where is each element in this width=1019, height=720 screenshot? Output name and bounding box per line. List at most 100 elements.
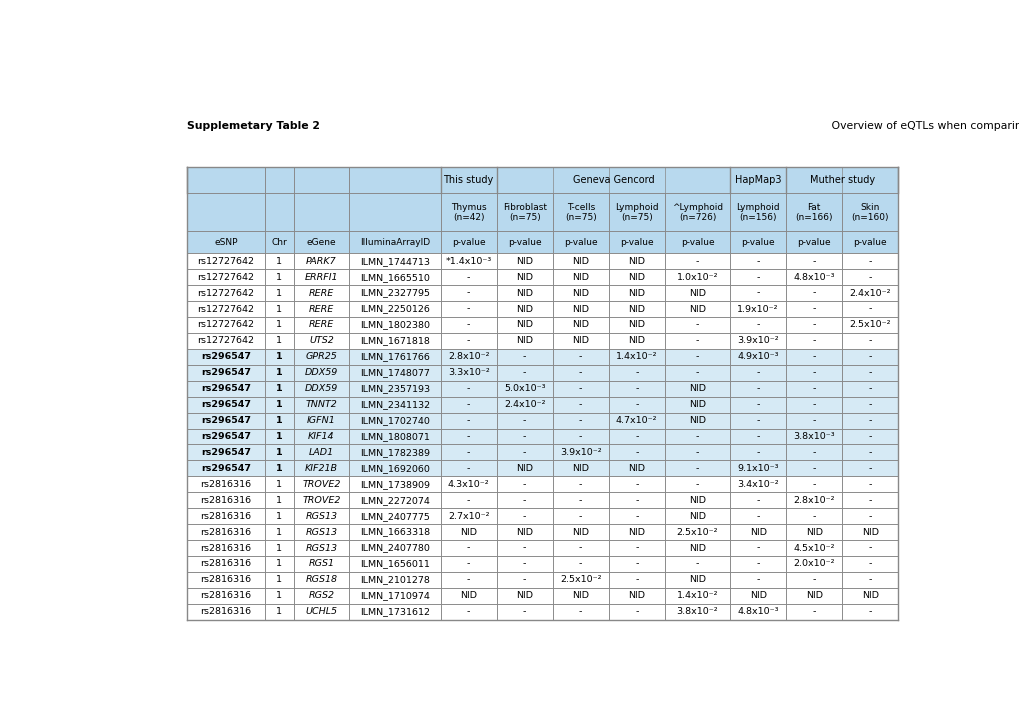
Bar — [664, 588, 730, 604]
Bar — [496, 556, 552, 572]
Bar — [730, 317, 786, 333]
Bar — [552, 365, 608, 381]
Text: -: - — [523, 480, 526, 489]
Bar — [496, 381, 552, 397]
Bar — [552, 349, 608, 365]
Bar — [608, 428, 664, 444]
Text: -: - — [635, 384, 638, 393]
Text: -: - — [579, 416, 582, 425]
Bar — [265, 231, 293, 253]
Bar — [608, 317, 664, 333]
Bar — [552, 333, 608, 349]
Text: p-value: p-value — [680, 238, 713, 247]
Bar — [293, 428, 348, 444]
Bar — [348, 604, 440, 620]
Bar — [186, 333, 265, 349]
Bar — [608, 540, 664, 556]
Bar — [842, 253, 898, 269]
Bar — [786, 397, 842, 413]
Bar — [786, 285, 842, 301]
Text: 1: 1 — [276, 591, 282, 600]
Bar — [730, 604, 786, 620]
Bar — [265, 508, 293, 524]
Text: 2.8x10⁻²: 2.8x10⁻² — [447, 352, 489, 361]
Text: -: - — [467, 464, 470, 473]
Text: 2.5x10⁻²: 2.5x10⁻² — [559, 575, 601, 585]
Text: -: - — [467, 273, 470, 282]
Bar — [348, 492, 440, 508]
Bar — [440, 317, 496, 333]
Bar — [730, 524, 786, 540]
Text: rs2816316: rs2816316 — [200, 607, 251, 616]
Bar — [186, 253, 265, 269]
Text: -: - — [756, 496, 759, 505]
Bar — [730, 397, 786, 413]
Bar — [730, 556, 786, 572]
Bar — [348, 524, 440, 540]
Bar — [664, 444, 730, 460]
Bar — [348, 572, 440, 588]
Text: -: - — [467, 559, 470, 569]
Text: -: - — [579, 496, 582, 505]
Text: 1: 1 — [276, 448, 282, 457]
Bar — [608, 477, 664, 492]
Text: 4.3x10⁻²: 4.3x10⁻² — [447, 480, 489, 489]
Bar — [552, 428, 608, 444]
Bar — [730, 588, 786, 604]
Text: ILMN_1782389: ILMN_1782389 — [360, 448, 429, 457]
Text: -: - — [579, 352, 582, 361]
Text: p-value: p-value — [741, 238, 774, 247]
Bar — [496, 492, 552, 508]
Text: 1: 1 — [276, 559, 282, 569]
Text: -: - — [756, 400, 759, 409]
Bar — [842, 540, 898, 556]
Text: T-cells
(n=75): T-cells (n=75) — [565, 202, 596, 222]
Text: -: - — [868, 559, 871, 569]
Text: 1: 1 — [276, 464, 282, 473]
Bar — [440, 269, 496, 285]
Text: NID: NID — [688, 575, 705, 585]
Bar — [842, 524, 898, 540]
Bar — [186, 285, 265, 301]
Text: rs2816316: rs2816316 — [200, 575, 251, 585]
Text: -: - — [467, 289, 470, 297]
Bar — [552, 285, 608, 301]
Text: ILMN_1702740: ILMN_1702740 — [360, 416, 429, 425]
Text: 2.4x10⁻²: 2.4x10⁻² — [849, 289, 891, 297]
Text: Muther study: Muther study — [809, 175, 874, 185]
Bar — [842, 349, 898, 365]
Bar — [265, 317, 293, 333]
Text: rs12727642: rs12727642 — [197, 289, 254, 297]
Text: -: - — [812, 352, 815, 361]
Text: -: - — [467, 384, 470, 393]
Text: -: - — [695, 464, 698, 473]
Bar — [348, 556, 440, 572]
Bar — [265, 428, 293, 444]
Text: rs2816316: rs2816316 — [200, 512, 251, 521]
Bar — [552, 317, 608, 333]
Bar — [440, 524, 496, 540]
Text: -: - — [523, 575, 526, 585]
Text: rs296547: rs296547 — [201, 432, 251, 441]
Text: 1.4x10⁻²: 1.4x10⁻² — [676, 591, 717, 600]
Text: 1: 1 — [276, 289, 282, 297]
Text: UCHL5: UCHL5 — [305, 607, 337, 616]
Bar — [265, 524, 293, 540]
Bar — [440, 194, 496, 231]
Bar — [265, 492, 293, 508]
Text: -: - — [812, 305, 815, 313]
Bar — [293, 269, 348, 285]
Text: 1: 1 — [276, 480, 282, 489]
Bar — [608, 333, 664, 349]
Bar — [293, 413, 348, 428]
Bar — [293, 508, 348, 524]
Bar — [186, 540, 265, 556]
Bar — [842, 194, 898, 231]
Text: -: - — [868, 512, 871, 521]
Text: -: - — [812, 575, 815, 585]
Text: -: - — [868, 305, 871, 313]
Bar — [186, 508, 265, 524]
Bar — [730, 231, 786, 253]
Bar — [786, 194, 842, 231]
Bar — [730, 333, 786, 349]
